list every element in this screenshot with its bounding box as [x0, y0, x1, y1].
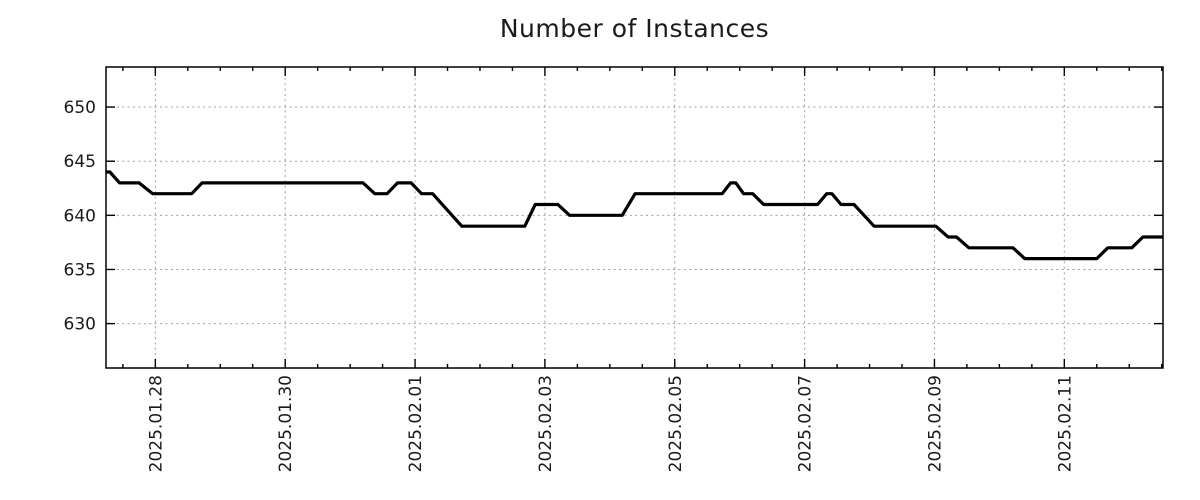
y-tick-label: 640 — [64, 206, 96, 226]
x-tick-label: 2025.02.05 — [666, 375, 686, 472]
x-tick-label: 2025.02.09 — [925, 375, 945, 472]
y-tick-label: 635 — [64, 260, 96, 280]
x-tick-label: 2025.02.07 — [796, 375, 816, 472]
x-tick-label: 2025.02.03 — [536, 375, 556, 472]
y-tick-label: 645 — [64, 152, 96, 172]
chart-title: Number of Instances — [499, 14, 770, 43]
y-tick-label: 630 — [64, 315, 96, 335]
x-tick-label: 2025.01.30 — [276, 375, 296, 472]
x-tick-label: 2025.02.11 — [1055, 375, 1075, 472]
data-series-line — [106, 170, 1163, 261]
plot-border — [105, 66, 1164, 369]
x-tick-label: 2025.02.01 — [406, 375, 426, 472]
y-tick-label: 650 — [64, 98, 96, 118]
x-tick-label: 2025.01.28 — [146, 375, 166, 472]
